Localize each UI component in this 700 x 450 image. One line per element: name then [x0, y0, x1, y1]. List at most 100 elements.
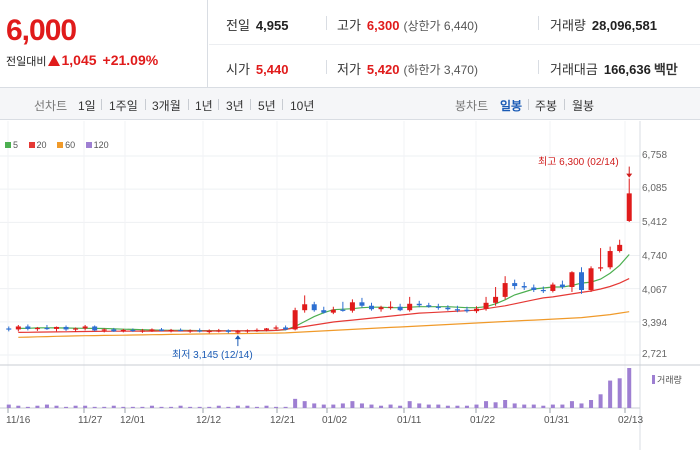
candle-down	[512, 283, 518, 287]
volume-bar	[73, 405, 78, 408]
volume-bar	[627, 368, 632, 408]
candle-down	[559, 284, 565, 288]
x-tick: 12/21	[270, 415, 296, 426]
candle-up	[388, 306, 394, 308]
y-tick: 4,740	[642, 251, 668, 262]
stats-divider	[209, 44, 700, 45]
stat-label: 거래량	[550, 18, 586, 33]
candle-up	[617, 244, 623, 252]
volume-bar	[264, 405, 269, 408]
candle-down	[225, 330, 231, 332]
volume-bar	[350, 401, 355, 408]
tab-1year[interactable]: 1년	[195, 99, 213, 113]
candle-up	[598, 267, 604, 269]
x-tick: 11/27	[78, 415, 103, 426]
volume-bar	[226, 406, 231, 408]
legend-swatch	[28, 142, 35, 148]
change-label: 전일대비	[6, 56, 47, 68]
volume-legend-swatch	[652, 375, 655, 384]
x-tick: 01/31	[544, 415, 570, 426]
candle-chart-label: 봉차트	[455, 99, 489, 113]
volume-bar	[617, 378, 622, 408]
volume-bar	[388, 404, 393, 408]
candle-down	[416, 303, 422, 306]
current-price: 6,000	[6, 14, 77, 47]
volume-bar	[235, 405, 240, 408]
x-tick: 01/11	[397, 415, 422, 426]
y-tick: 3,394	[642, 318, 668, 329]
volume-bar	[111, 405, 116, 408]
candle-up	[273, 327, 279, 329]
candle-down	[44, 327, 50, 330]
stat-label: 시가	[226, 62, 250, 77]
tab-separator	[188, 99, 189, 110]
plot-background	[0, 121, 640, 450]
stat-trade-value: 거래대금 166,636 백만	[550, 59, 678, 78]
stat-value: 5,420	[366, 62, 400, 77]
volume-bar	[130, 406, 135, 408]
volume-bar	[340, 403, 345, 408]
volume-bar	[178, 405, 183, 408]
tab-weekly[interactable]: 주봉	[535, 99, 558, 113]
candle-up	[264, 328, 269, 330]
candle-down	[25, 326, 31, 329]
legend-label: 5	[13, 140, 19, 150]
candle-down	[359, 302, 365, 306]
stat-value: 166,636	[603, 62, 651, 77]
volume-bar	[331, 404, 336, 408]
y-tick: 6,085	[642, 183, 668, 194]
change-row: 전일대비 1,045 +21.09%	[6, 52, 158, 69]
legend-ma120: 120	[85, 140, 109, 150]
x-tick: 12/01	[120, 415, 146, 426]
candle-up	[292, 310, 298, 330]
candle-up	[244, 330, 250, 332]
tab-separator	[145, 99, 146, 110]
volume-bar	[102, 406, 107, 408]
volume-bar	[589, 400, 594, 408]
tab-monthly[interactable]: 월봉	[572, 99, 595, 113]
volume-bar	[312, 403, 317, 408]
candle-down	[579, 272, 584, 290]
ma20-line	[18, 278, 630, 333]
tab-10year[interactable]: 10년	[290, 99, 315, 113]
change-percent: +21.09%	[102, 52, 159, 68]
candle-down	[197, 330, 203, 332]
tab-3month[interactable]: 3개월	[152, 99, 181, 113]
candle-up	[168, 329, 174, 332]
volume-bar	[92, 406, 97, 408]
tab-daily[interactable]: 일봉	[500, 99, 523, 113]
volume-bar	[484, 401, 489, 408]
volume-legend: 거래량	[652, 373, 682, 386]
legend-swatch	[85, 142, 92, 148]
candle-up	[483, 302, 489, 309]
stat-separator	[326, 16, 327, 30]
candle-up	[15, 326, 21, 330]
candle-up	[330, 309, 336, 313]
candle-up	[54, 326, 59, 329]
candle-up	[101, 329, 107, 331]
stat-open: 시가 5,440	[226, 59, 288, 78]
stat-label: 저가	[337, 62, 361, 77]
y-tick: 2,721	[642, 349, 668, 360]
volume-bar	[44, 404, 49, 408]
tab-3year[interactable]: 3년	[226, 99, 244, 113]
candle-up	[502, 283, 508, 297]
candle-up	[120, 329, 126, 332]
tab-1week[interactable]: 1주일	[109, 99, 138, 113]
volume-bar	[359, 403, 364, 408]
candle-up	[216, 330, 222, 332]
tab-5year[interactable]: 5년	[258, 99, 276, 113]
stats-grid: 전일 4,955 고가 6,300 (상한가 6,440) 거래량 28,096,581…	[209, 0, 700, 88]
volume-bar	[245, 405, 250, 408]
candle-up	[550, 284, 556, 291]
candle-up	[139, 330, 145, 332]
quote-header: 6,000 전일대비 1,045 +21.09% 전일 4,955 고가 6,300 (상…	[0, 0, 700, 88]
volume-bar	[54, 405, 59, 408]
legend-swatch	[57, 142, 64, 148]
tab-separator	[564, 99, 565, 110]
volume-bar	[35, 405, 40, 408]
candlestick-chart	[0, 121, 700, 450]
volume-bar	[283, 406, 288, 408]
high-annotation: 최고 6,300 (02/14)	[538, 157, 619, 168]
tab-1day[interactable]: 1일	[78, 99, 96, 113]
